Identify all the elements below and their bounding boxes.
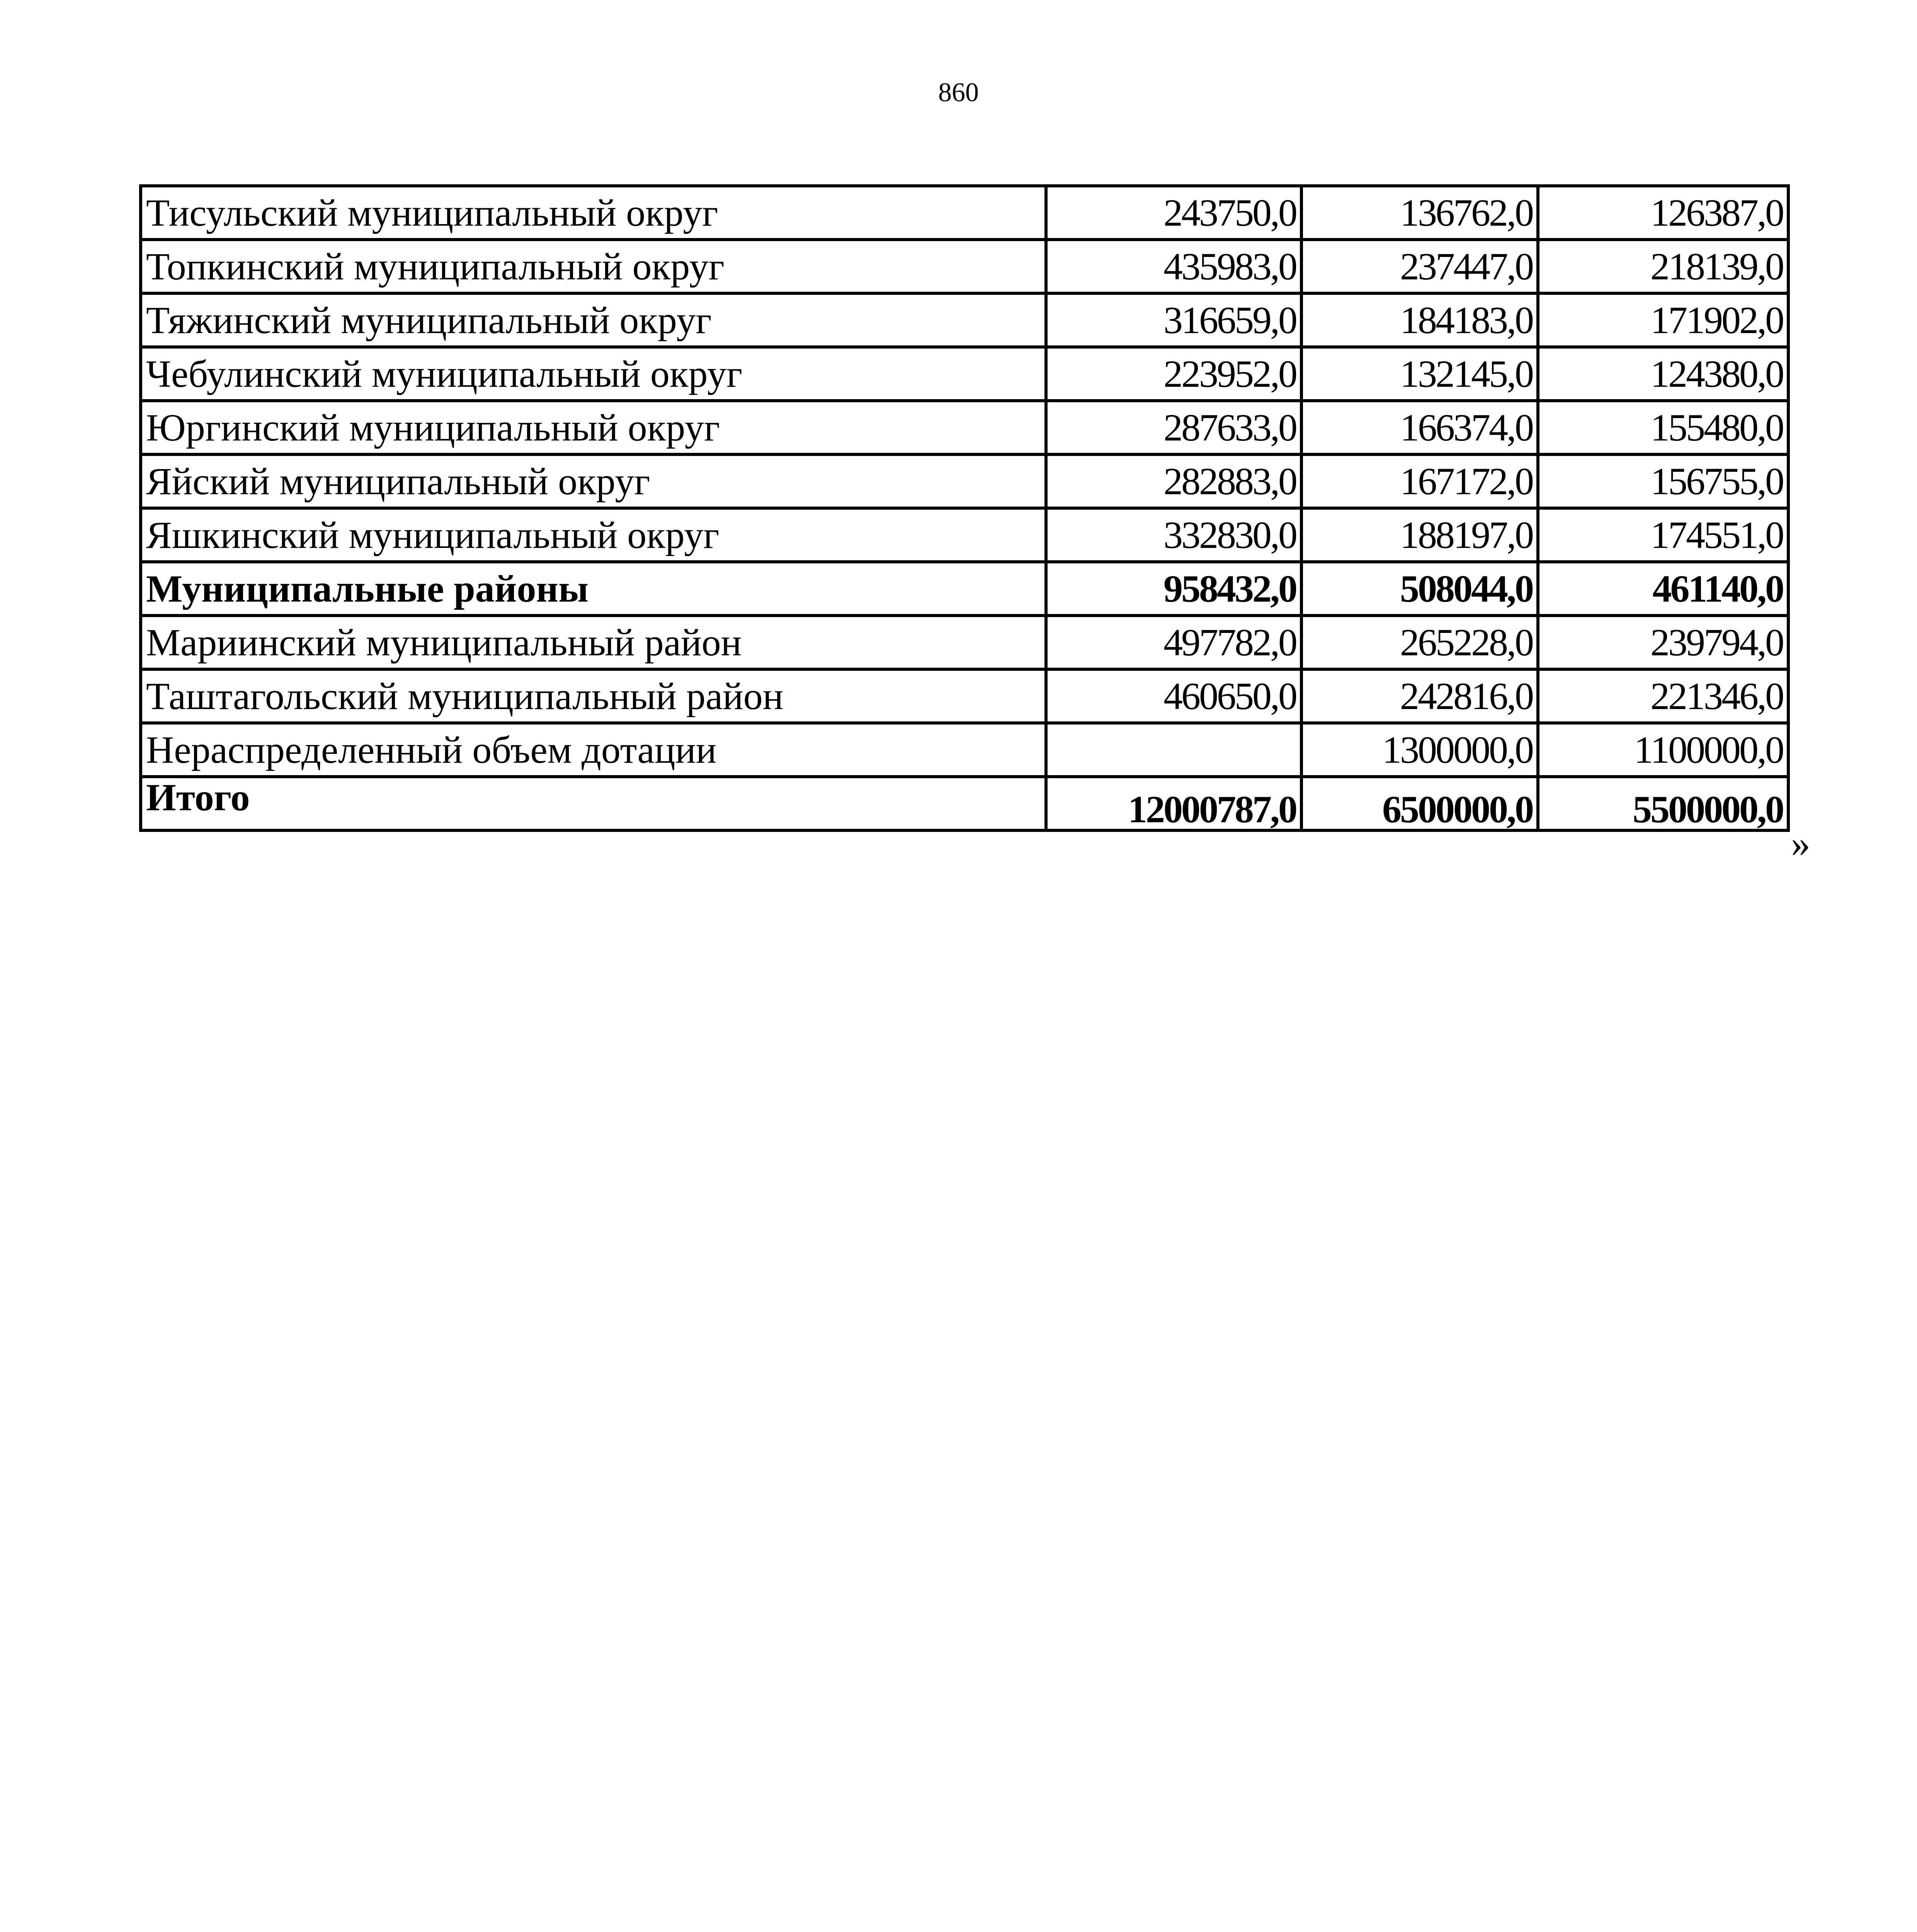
value-cell-2: 136762,0	[1300, 184, 1539, 241]
value-cell-2: 184183,0	[1300, 292, 1539, 349]
value-cell-2: 242816,0	[1300, 668, 1539, 724]
value-cell-3: 124380,0	[1536, 345, 1790, 402]
table-row: Тисульский муниципальный округ 243750,0 13…	[139, 184, 1790, 241]
table-row-total: Итого 12000787,0 6500000,0 5500000,0	[139, 775, 1790, 832]
row-label: Муниципальные районы	[139, 560, 1048, 617]
value-cell-2: 132145,0	[1300, 345, 1539, 402]
table-row: Таштагольский муниципальный район 460650,…	[139, 668, 1790, 724]
value-cell-3: 239794,0	[1536, 614, 1790, 671]
row-label: Итого	[139, 775, 1048, 832]
value-cell-2: 166374,0	[1300, 399, 1539, 456]
table-row: Топкинский муниципальный округ 435983,0 23…	[139, 238, 1790, 295]
row-label: Чебулинский муниципальный округ	[139, 345, 1048, 402]
value-cell-1: 497782,0	[1044, 614, 1303, 671]
row-label: Нераспределенный объем дотации	[139, 721, 1048, 778]
closing-quote: »	[1791, 822, 1810, 865]
value-cell-1: 958432,0	[1044, 560, 1303, 617]
value-cell-1: 316659,0	[1044, 292, 1303, 349]
table-row: Мариинский муниципальный район 497782,0 26…	[139, 614, 1790, 671]
document-page: 860 Тисульский муниципальный округ 243750…	[0, 0, 1917, 889]
table-row: Яйский муниципальный округ 282883,0 167172…	[139, 453, 1790, 510]
value-cell-3: 5500000,0	[1536, 775, 1790, 832]
value-cell-2: 508044,0	[1300, 560, 1539, 617]
row-label: Тисульский муниципальный округ	[139, 184, 1048, 241]
value-cell-1: 332830,0	[1044, 507, 1303, 563]
value-cell-3: 171902,0	[1536, 292, 1790, 349]
value-cell-3: 218139,0	[1536, 238, 1790, 295]
page-number: 860	[938, 78, 979, 107]
row-label: Мариинский муниципальный район	[139, 614, 1048, 671]
table-row: Яшкинский муниципальный округ 332830,0 188…	[139, 507, 1790, 563]
value-cell-3: 461140,0	[1536, 560, 1790, 617]
table-row: Чебулинский муниципальный округ 223952,0 1…	[139, 345, 1790, 402]
value-cell-1: 12000787,0	[1044, 775, 1303, 832]
table-row: Нераспределенный объем дотации 1300000,0 1…	[139, 721, 1790, 778]
value-cell-1	[1044, 721, 1303, 778]
value-cell-2: 6500000,0	[1300, 775, 1539, 832]
value-cell-3: 156755,0	[1536, 453, 1790, 510]
value-cell-3: 1100000,0	[1536, 721, 1790, 778]
table-row: Тяжинский муниципальный округ 316659,0 184…	[139, 292, 1790, 349]
value-cell-1: 243750,0	[1044, 184, 1303, 241]
value-cell-3: 155480,0	[1536, 399, 1790, 456]
row-label: Юргинский муниципальный округ	[139, 399, 1048, 456]
value-cell-3: 174551,0	[1536, 507, 1790, 563]
dotation-table: Тисульский муниципальный округ 243750,0 13…	[139, 184, 1790, 832]
value-cell-2: 167172,0	[1300, 453, 1539, 510]
value-cell-1: 282883,0	[1044, 453, 1303, 510]
value-cell-2: 188197,0	[1300, 507, 1539, 563]
row-label: Тяжинский муниципальный округ	[139, 292, 1048, 349]
row-label: Таштагольский муниципальный район	[139, 668, 1048, 724]
value-cell-1: 435983,0	[1044, 238, 1303, 295]
value-cell-2: 1300000,0	[1300, 721, 1539, 778]
table-row: Юргинский муниципальный округ 287633,0 166…	[139, 399, 1790, 456]
value-cell-2: 265228,0	[1300, 614, 1539, 671]
value-cell-3: 126387,0	[1536, 184, 1790, 241]
row-label: Яшкинский муниципальный округ	[139, 507, 1048, 563]
value-cell-1: 223952,0	[1044, 345, 1303, 402]
value-cell-1: 460650,0	[1044, 668, 1303, 724]
value-cell-1: 287633,0	[1044, 399, 1303, 456]
row-label: Яйский муниципальный округ	[139, 453, 1048, 510]
value-cell-2: 237447,0	[1300, 238, 1539, 295]
value-cell-3: 221346,0	[1536, 668, 1790, 724]
table-row-total: Муниципальные районы 958432,0 508044,0 4611…	[139, 560, 1790, 617]
row-label: Топкинский муниципальный округ	[139, 238, 1048, 295]
